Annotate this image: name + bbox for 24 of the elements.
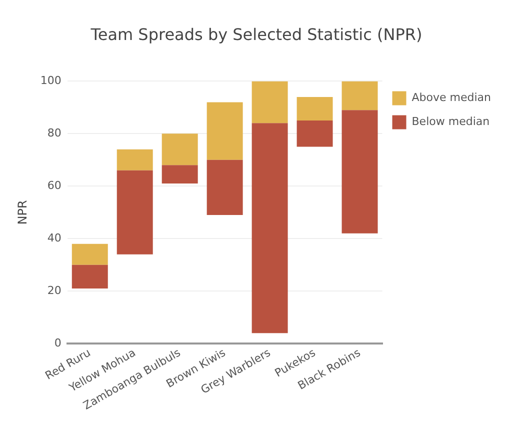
- chart-title: Team Spreads by Selected Statistic (NPR): [90, 24, 422, 44]
- bar: [342, 110, 378, 234]
- y-tick-label: 40: [47, 231, 62, 244]
- bar: [116, 170, 153, 254]
- bar: [72, 264, 108, 288]
- bar: [296, 120, 333, 147]
- bar: [342, 81, 378, 110]
- bar: [162, 134, 198, 166]
- y-tick-label: 80: [47, 126, 62, 140]
- bar: [252, 81, 288, 124]
- bar: [162, 165, 198, 184]
- bar: [296, 96, 333, 121]
- y-tick-label: 100: [40, 74, 62, 88]
- y-tick-label: 20: [47, 284, 62, 297]
- y-axis-title: NPR: [15, 200, 30, 225]
- bar: [252, 123, 288, 334]
- legend-label: Below median: [412, 115, 490, 128]
- bar: [206, 160, 243, 216]
- legend-label: Above median: [412, 91, 492, 104]
- bar: [72, 244, 108, 265]
- bar: [206, 102, 243, 160]
- bar: [116, 149, 153, 170]
- y-tick-label: 60: [47, 179, 62, 192]
- y-tick-label: 0: [54, 336, 62, 350]
